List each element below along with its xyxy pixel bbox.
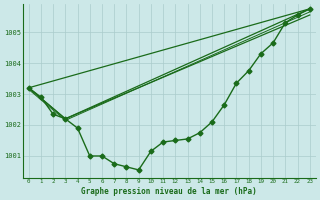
- X-axis label: Graphe pression niveau de la mer (hPa): Graphe pression niveau de la mer (hPa): [81, 187, 257, 196]
